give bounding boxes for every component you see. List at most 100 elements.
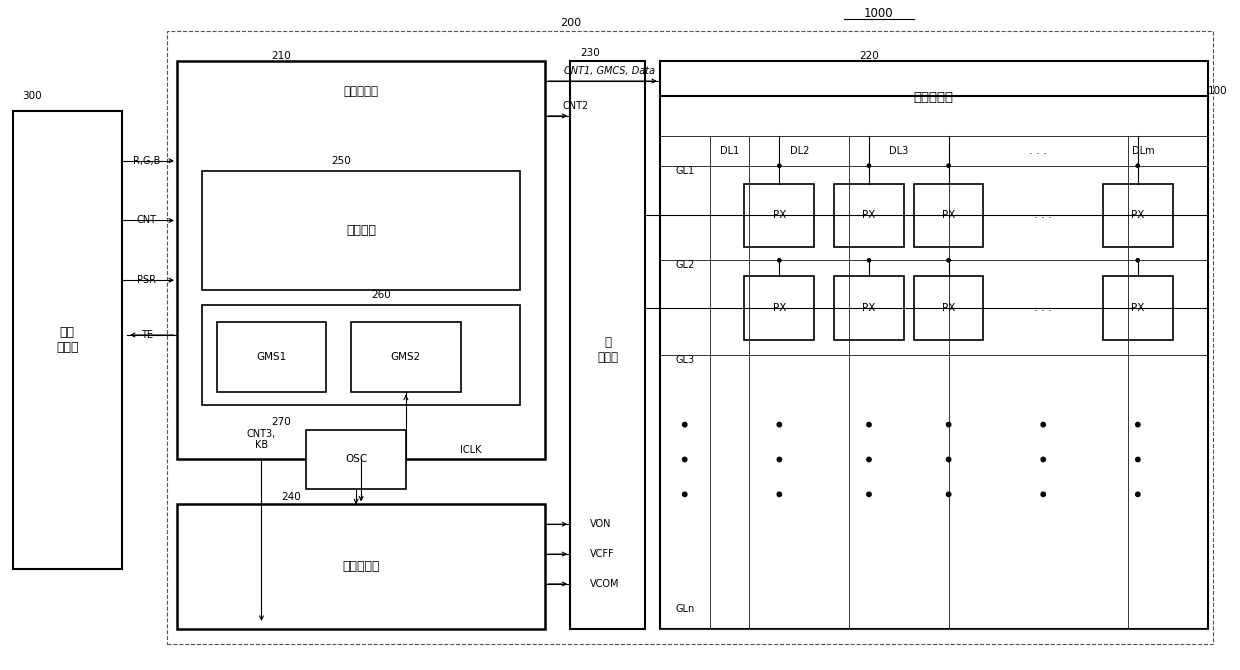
Circle shape	[1042, 492, 1045, 496]
Circle shape	[946, 458, 951, 462]
Text: 100: 100	[1208, 86, 1228, 96]
Circle shape	[947, 259, 950, 262]
Circle shape	[777, 164, 781, 168]
Text: PX: PX	[942, 210, 955, 220]
Text: 200: 200	[559, 18, 580, 28]
Text: DLm: DLm	[1132, 146, 1154, 155]
Bar	[1104, 276, 1173, 340]
Circle shape	[777, 423, 781, 427]
Text: PX: PX	[1131, 303, 1145, 313]
Text: 220: 220	[859, 51, 879, 61]
Bar	[202, 171, 521, 290]
Circle shape	[946, 492, 951, 496]
Bar	[12, 111, 122, 569]
Circle shape	[777, 164, 781, 168]
Text: DL1: DL1	[720, 146, 739, 155]
Text: ICLK: ICLK	[460, 444, 481, 454]
Text: 主机
控制器: 主机 控制器	[56, 326, 78, 354]
Text: 270: 270	[272, 417, 291, 427]
Bar	[1104, 184, 1173, 247]
Text: PX: PX	[1131, 210, 1145, 220]
Bar	[660, 96, 1208, 628]
Circle shape	[1136, 423, 1140, 427]
Circle shape	[947, 164, 950, 168]
Text: 250: 250	[331, 155, 351, 165]
Text: 时序控制器: 时序控制器	[343, 84, 378, 98]
Text: CNT2: CNT2	[562, 101, 588, 111]
Text: DL3: DL3	[889, 146, 909, 155]
Text: VCOM: VCOM	[590, 579, 620, 589]
Circle shape	[1136, 259, 1140, 262]
Bar	[306, 429, 405, 489]
Circle shape	[868, 164, 870, 168]
Text: 帧存储器: 帧存储器	[346, 224, 376, 237]
Bar	[351, 322, 461, 392]
Text: PX: PX	[773, 210, 786, 220]
Text: VCFF: VCFF	[590, 549, 615, 559]
Text: TE: TE	[141, 330, 153, 340]
Text: . . .: . . .	[1034, 303, 1053, 313]
Circle shape	[867, 423, 872, 427]
Text: 数据驱动器: 数据驱动器	[914, 92, 954, 105]
Circle shape	[1136, 164, 1140, 168]
Circle shape	[946, 423, 951, 427]
Text: . . .: . . .	[1034, 210, 1053, 220]
Text: PX: PX	[862, 210, 875, 220]
Text: OSC: OSC	[345, 454, 367, 464]
Circle shape	[682, 423, 687, 427]
Text: . . .: . . .	[1029, 146, 1048, 155]
Circle shape	[1136, 164, 1140, 168]
Circle shape	[777, 259, 781, 262]
Bar	[914, 184, 983, 247]
Circle shape	[868, 259, 870, 262]
Text: CNT3,
KB: CNT3, KB	[247, 429, 277, 450]
Bar	[660, 61, 1208, 136]
Text: 栏
驱动器: 栏 驱动器	[598, 336, 619, 364]
Circle shape	[682, 492, 687, 496]
Text: 300: 300	[22, 91, 42, 101]
Text: GL2: GL2	[675, 260, 694, 270]
Circle shape	[1136, 492, 1140, 496]
Circle shape	[867, 458, 872, 462]
Text: 210: 210	[272, 51, 291, 61]
Bar	[835, 184, 904, 247]
Circle shape	[947, 164, 950, 168]
Text: GL3: GL3	[675, 355, 694, 365]
Bar	[177, 505, 546, 628]
Bar	[570, 61, 645, 628]
Text: 电压发生器: 电压发生器	[342, 559, 379, 573]
Bar	[217, 322, 326, 392]
Circle shape	[868, 164, 870, 168]
Text: PSR: PSR	[138, 275, 156, 285]
Circle shape	[947, 259, 950, 262]
Text: PX: PX	[942, 303, 955, 313]
Circle shape	[1136, 259, 1140, 262]
Circle shape	[1136, 458, 1140, 462]
Text: 230: 230	[580, 48, 600, 58]
Text: 1000: 1000	[864, 7, 894, 20]
Bar	[202, 305, 521, 405]
Text: GMS1: GMS1	[257, 352, 286, 362]
Bar	[167, 31, 1213, 644]
Text: CNT1, GMCS, Data: CNT1, GMCS, Data	[564, 66, 656, 76]
Bar	[177, 61, 546, 460]
Circle shape	[1042, 458, 1045, 462]
Text: 260: 260	[371, 290, 391, 300]
Circle shape	[682, 458, 687, 462]
Text: CNT: CNT	[136, 216, 157, 226]
Text: PX: PX	[862, 303, 875, 313]
Text: 240: 240	[281, 492, 301, 502]
Text: GL1: GL1	[675, 165, 694, 176]
Circle shape	[868, 259, 870, 262]
Circle shape	[777, 259, 781, 262]
Text: GLn: GLn	[675, 604, 694, 614]
Circle shape	[777, 458, 781, 462]
Bar	[744, 276, 815, 340]
Circle shape	[1042, 423, 1045, 427]
Text: R,G,B: R,G,B	[133, 155, 161, 165]
Text: PX: PX	[773, 303, 786, 313]
Circle shape	[867, 492, 872, 496]
Text: DL2: DL2	[790, 146, 808, 155]
Text: GMS2: GMS2	[391, 352, 422, 362]
Circle shape	[777, 492, 781, 496]
